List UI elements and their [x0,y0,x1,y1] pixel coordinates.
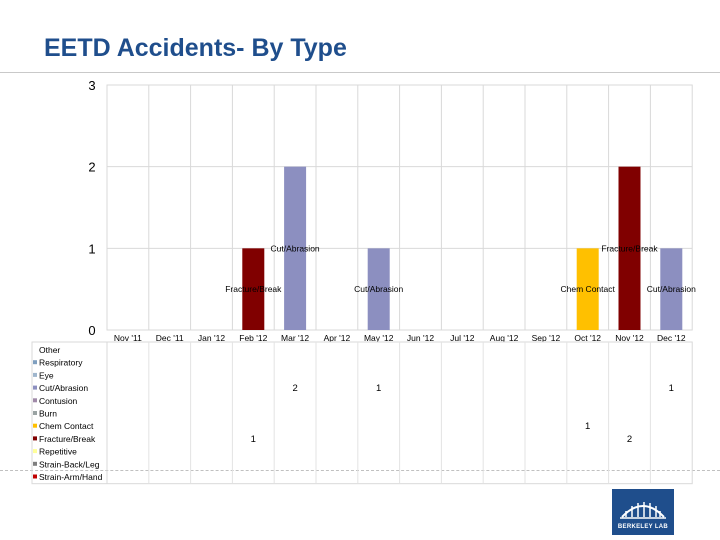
data-label: 2 [292,383,297,394]
legend-key [33,461,37,466]
legend-label: Other [39,345,60,355]
data-label: 1 [251,434,256,445]
bar [284,166,307,330]
legend-key [33,385,37,390]
bar [576,248,599,330]
x-tick-label: Jul '12 [450,333,475,343]
y-tick-label: 0 [88,323,95,338]
data-label: 2 [627,434,632,445]
y-tick-label: 1 [88,241,95,256]
lab-building-icon [620,502,666,519]
page-title: EETD Accidents- By Type [44,34,347,62]
x-tick-label: Sep '12 [532,333,561,343]
bar [242,248,265,330]
x-tick-label: Nov '12 [615,333,644,343]
legend-key [33,423,37,428]
legend-key [33,398,37,403]
bar [367,248,390,330]
chart-annotation: Cut/Abrasion [271,243,320,253]
legend-label: Respiratory [39,358,83,368]
logo-text: BERKELEY LAB [617,524,669,530]
bar [660,248,683,330]
y-tick-label: 2 [88,160,95,175]
chart-annotation: Fracture/Break [225,284,282,294]
legend-key [33,411,37,415]
data-label: 1 [669,383,674,394]
data-label: 1 [376,383,381,394]
legend-label: Eye [39,370,54,380]
berkeley-lab-logo: BERKELEY LAB [612,489,674,535]
legend-key [33,360,37,365]
data-label: 1 [585,421,590,432]
legend-label: Cut/Abrasion [39,383,88,393]
x-tick-label: Oct '12 [574,333,601,343]
x-tick-label: Dec '12 [657,333,686,343]
x-tick-label: Feb '12 [239,333,267,343]
legend-key [33,372,37,377]
legend-key [33,474,37,479]
legend-label: Burn [39,409,57,419]
x-tick-label: May '12 [364,333,394,343]
x-tick-label: Jun '12 [407,333,434,343]
footer-divider [0,470,720,472]
chart-annotation: Fracture/Break [601,243,658,253]
legend-label: Repetitive [39,447,77,457]
bar [618,166,641,330]
title-divider [0,72,720,73]
x-tick-label: Aug '12 [490,333,519,343]
x-tick-label: Nov '11 [114,333,142,343]
legend-label: Fracture/Break [39,434,96,444]
legend-label: Strain-Back/Leg [39,459,100,469]
legend-label: Strain-Arm/Hand [39,472,103,482]
y-tick-label: 3 [88,78,95,93]
legend-key [33,449,37,454]
legend-label: Chem Contact [39,421,94,431]
chart-annotation: Cut/Abrasion [354,284,403,294]
x-tick-label: Mar '12 [281,333,309,343]
legend-key [33,436,37,441]
x-tick-label: Dec '11 [156,333,184,343]
legend-label: Contusion [39,396,78,406]
x-tick-label: Apr '12 [324,333,351,343]
data-table-border [31,341,693,485]
chart-annotation: Chem Contact [561,284,616,294]
chart-annotation: Cut/Abrasion [647,284,696,294]
x-tick-label: Jan '12 [198,333,225,343]
